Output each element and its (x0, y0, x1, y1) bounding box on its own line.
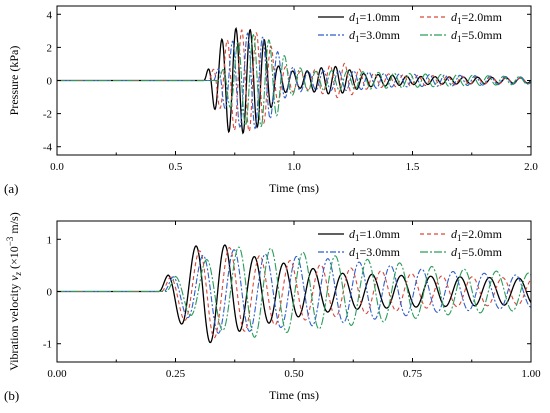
legend-value: =2.0mm (462, 10, 503, 24)
y-tick-label: 2 (47, 42, 53, 54)
panel-label: (b) (4, 388, 19, 403)
legend-value: =1.0mm (360, 10, 401, 24)
legend-value: =2.0mm (462, 227, 503, 241)
x-tick-label: 0.75 (403, 368, 423, 380)
series-line-4 (57, 33, 531, 127)
y-title-mid: (×10 (7, 246, 21, 272)
y-axis-title: Pressure (kPa) (7, 46, 21, 116)
legend-value: =1.0mm (360, 227, 401, 241)
legend-subscript: 1 (457, 251, 462, 261)
series-line-2 (57, 247, 531, 339)
panel-b: 0.00 0.25 0.50 0.75 1.00 -1 0 1 Time (ms) Vibrati… (4, 212, 541, 403)
legend-variable: d (349, 245, 356, 259)
legend-entry-3: d1=3.0mm (349, 245, 401, 261)
legend-value: =5.0mm (462, 245, 503, 259)
x-tick-label: 0.0 (50, 161, 64, 173)
legend-variable: d (349, 10, 356, 24)
series-line-4 (57, 246, 531, 338)
x-tick-label: 0.00 (47, 368, 67, 380)
y-tick-label: -1 (43, 339, 52, 351)
legend-entry-1: d1=1.0mm (349, 10, 401, 26)
panel-a: 0.0 0.5 1.0 1.5 2.0 -4 -2 0 2 4 Time (ms) Pressure … (4, 5, 538, 196)
x-tick-label: 1.00 (521, 368, 541, 380)
x-tick-label: 0.5 (169, 161, 183, 173)
legend-entry-3: d1=3.0mm (349, 28, 401, 44)
x-tick-label: 0.50 (284, 368, 304, 380)
legend-subscript: 1 (457, 34, 462, 44)
legend-entry-2: d1=2.0mm (451, 10, 503, 26)
y-axis-title: Vibration velocity vz (×10−3 m/s) (5, 212, 23, 370)
y-tick-label: 1 (47, 234, 53, 246)
y-title-prefix: Vibration velocity (7, 281, 21, 371)
x-tick-label: 1.0 (287, 161, 301, 173)
x-tick-label: 1.5 (406, 161, 420, 173)
legend-variable: d (451, 28, 458, 42)
legend-entry-4: d1=5.0mm (451, 245, 503, 261)
legend-variable: d (349, 227, 356, 241)
legend-variable: d (349, 28, 356, 42)
y-tick-label: 0 (47, 287, 53, 299)
legend-subscript: 1 (355, 251, 360, 261)
legend-entry-4: d1=5.0mm (451, 28, 503, 44)
legend-subscript: 1 (457, 16, 462, 26)
legend-variable: d (451, 10, 458, 24)
x-tick-label: 2.0 (524, 161, 538, 173)
y-title-exponent: −3 (5, 236, 15, 246)
legend-value: =5.0mm (462, 28, 503, 42)
series-group (57, 244, 531, 344)
x-axis-title: Time (ms) (269, 181, 319, 195)
series-group (57, 27, 531, 135)
y-title-variable: v (7, 275, 21, 281)
legend-variable: d (451, 245, 458, 259)
legend-subscript: 1 (457, 233, 462, 243)
series-line-3 (57, 249, 531, 334)
legend-entry-1: d1=1.0mm (349, 227, 401, 243)
y-tick-label: -2 (43, 109, 52, 121)
x-axis-title: Time (ms) (269, 388, 319, 402)
y-tick-label: 4 (47, 9, 53, 21)
y-tick-label: 0 (47, 76, 53, 88)
legend-subscript: 1 (355, 16, 360, 26)
y-title-subscript: z (13, 271, 23, 276)
legend-subscript: 1 (355, 233, 360, 243)
legend-value: =3.0mm (360, 28, 401, 42)
panel-label: (a) (4, 181, 18, 196)
y-title-suffix: m/s) (7, 212, 21, 236)
legend-value: =3.0mm (360, 245, 401, 259)
x-tick-label: 0.25 (166, 368, 186, 380)
legend-variable: d (451, 227, 458, 241)
legend-subscript: 1 (355, 34, 360, 44)
legend-entry-2: d1=2.0mm (451, 227, 503, 243)
y-tick-label: -4 (43, 142, 53, 154)
